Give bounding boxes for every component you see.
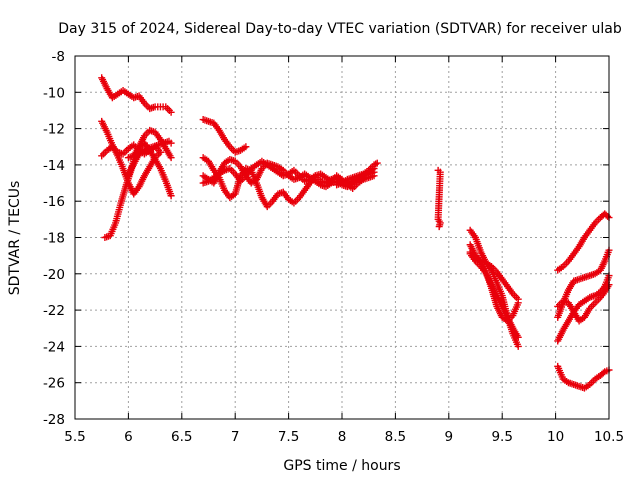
series-12 [434,166,444,231]
x-tick-label: 10.5 [594,429,624,445]
x-tick-label: 8 [338,429,347,445]
data-point [167,139,175,147]
x-tick-label: 9.5 [491,429,512,445]
chart-title: Day 315 of 2024, Sidereal Day-to-day VTE… [58,21,622,37]
data-point [372,160,380,168]
y-tick-label: -22 [43,303,65,319]
y-tick-label: -8 [52,49,65,65]
y-tick-label: -26 [43,376,65,392]
series-1 [98,74,175,116]
plot-frame [74,55,610,420]
data-point [514,333,522,341]
data-point [156,148,164,156]
x-tick-label: 6.5 [171,429,192,445]
y-tick-label: -16 [43,194,65,210]
series-18 [554,246,613,321]
x-axis-label: GPS time / hours [283,458,400,474]
x-tick-label: 6 [124,429,133,445]
grid [75,56,609,419]
data-point [242,143,250,151]
data-point [604,212,612,220]
data-points [98,74,613,392]
axis-ticks: 5.5 6 6.5 7 7.5 8 8.5 9 9.5 10 10.5 -8 -10 -12 -14 -16 -… [43,49,624,445]
data-point [435,223,443,231]
x-tick-label: 10 [547,429,564,445]
y-tick-label: -24 [43,339,65,355]
y-tick-label: -18 [43,231,65,247]
data-point [514,342,522,350]
data-point [514,295,522,303]
y-tick-label: -20 [43,267,65,283]
series-11 [333,159,381,189]
data-point [599,369,607,377]
x-tick-label: 7.5 [278,429,299,445]
data-point [167,108,175,116]
y-tick-label: -28 [43,412,65,428]
data-point [167,192,175,200]
data-point [373,159,381,167]
series-16 [466,250,522,341]
data-point [167,154,175,162]
series-7 [199,116,250,156]
x-tick-label: 8.5 [385,429,406,445]
y-tick-label: -12 [43,122,65,138]
series-21 [554,362,613,392]
x-tick-label: 9 [445,429,454,445]
y-tick-label: -10 [43,85,65,101]
series-10 [199,155,378,191]
y-axis-label: SDTVAR / TECUs [7,181,23,296]
x-tick-label: 7 [231,429,240,445]
series-17 [554,210,613,274]
y-tick-label: -14 [43,158,65,174]
series-6 [124,126,175,180]
x-tick-label: 5.5 [64,429,85,445]
